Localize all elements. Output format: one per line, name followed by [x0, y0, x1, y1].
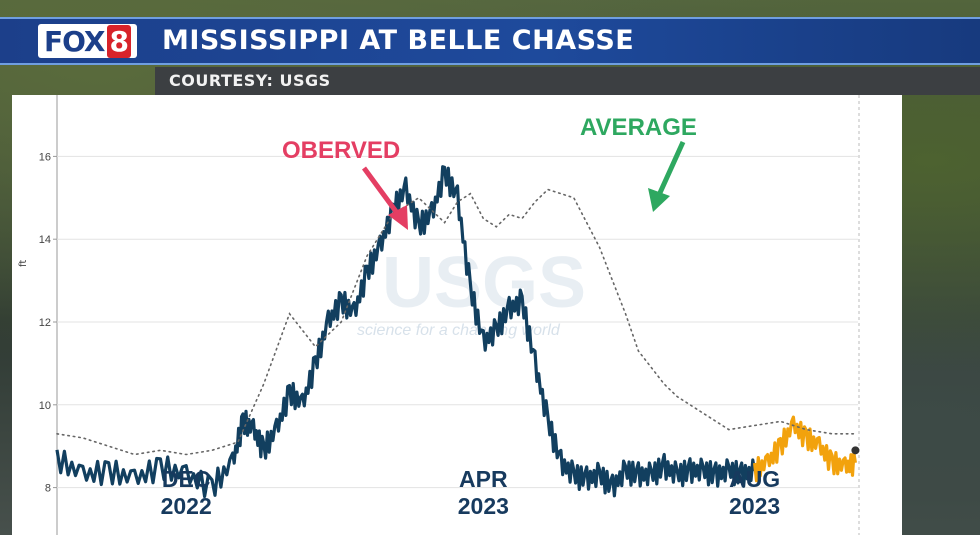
series-layer: [55, 165, 860, 499]
courtesy-text: COURTESY: USGS: [169, 71, 331, 90]
average-arrowhead: [648, 188, 670, 212]
fox8-logo: FOX 8: [38, 24, 138, 58]
y-axis-label: ft: [18, 260, 29, 267]
watermark-text: USGS: [382, 243, 586, 323]
y-tick-label: 12: [39, 317, 51, 329]
y-axis: 8 10 12 14 16: [39, 151, 51, 494]
average-arrow: [656, 140, 686, 197]
y-tick-label: 10: [39, 400, 51, 412]
observed-arrow: [361, 166, 403, 219]
title-banner: FOX 8 MISSISSIPPI AT BELLE CHASSE: [0, 17, 980, 65]
x-tick-label-line2: 2022: [161, 493, 212, 519]
courtesy-bar: COURTESY: USGS: [155, 67, 980, 95]
x-tick-label-line1: DEC: [162, 466, 211, 492]
average-series-line: [56, 188, 857, 456]
recent-series-line: [753, 415, 857, 483]
x-tick-label-line1: APR: [459, 466, 508, 492]
grid: [53, 95, 860, 535]
observed-annotation: OBERVED: [282, 137, 400, 164]
logo-text: FOX: [44, 24, 106, 58]
y-tick-label: 14: [39, 234, 51, 246]
y-tick-label: 16: [39, 151, 51, 163]
observed-series-line: [55, 165, 757, 499]
x-tick-label-line1: AUG: [729, 466, 780, 492]
x-tick-label-line2: 2023: [458, 493, 509, 519]
river-stage-chart: USGS science for a changing world 8 10 12 1…: [18, 95, 860, 535]
logo-number: 8: [106, 24, 132, 58]
endpoint-marker: [851, 446, 860, 455]
usgs-watermark: USGS science for a changing world: [357, 243, 586, 339]
observed-arrowhead: [388, 205, 408, 230]
average-annotation: AVERAGE: [580, 114, 697, 141]
watermark-subtext: science for a changing world: [357, 322, 561, 339]
annotations: OBERVED AVERAGE: [282, 114, 697, 230]
y-tick-label: 8: [45, 483, 51, 495]
x-tick-label-line2: 2023: [729, 493, 780, 519]
headline-title: MISSISSIPPI AT BELLE CHASSE: [162, 25, 635, 56]
